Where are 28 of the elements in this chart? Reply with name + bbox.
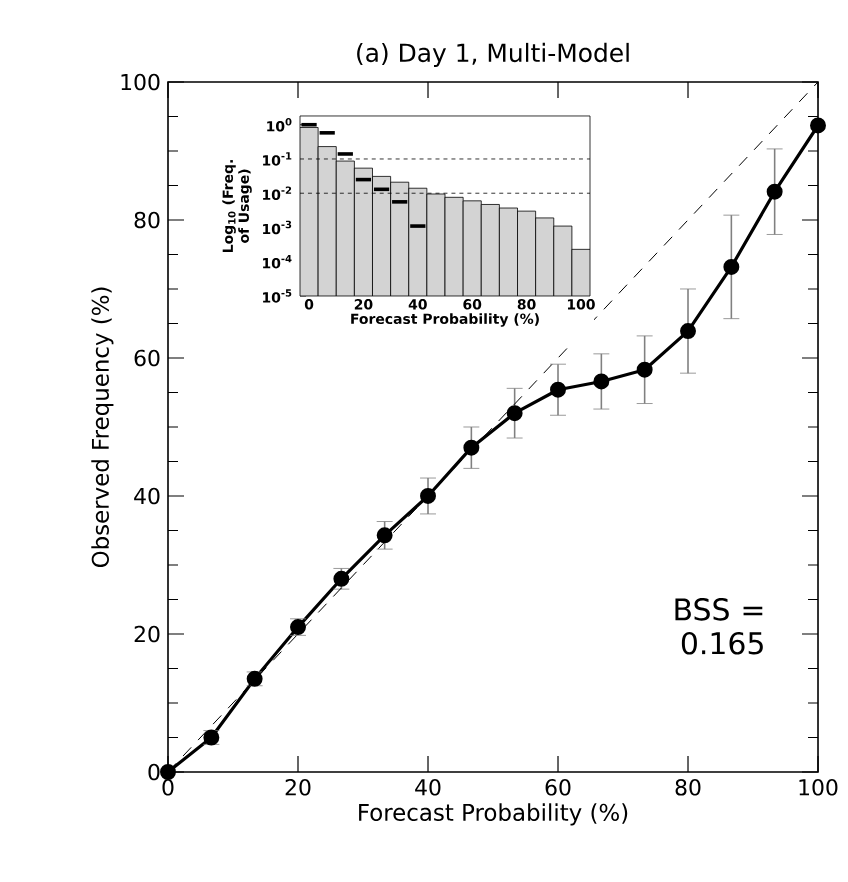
y-tick-label: 0 [148, 763, 160, 781]
y-tick-label: 100 [121, 73, 160, 91]
y-tick-label: 40 [134, 487, 160, 505]
point [766, 183, 783, 200]
x-tick-label: 0 [162, 779, 174, 796]
point [376, 527, 393, 544]
x-axis-title: Forecast Probability (%) [359, 803, 628, 826]
point [636, 361, 653, 378]
y-tick-label: 80 [134, 211, 160, 229]
annotation: BSS = 0.165 [675, 598, 763, 655]
x-tick-label: 60 [545, 779, 571, 796]
point [550, 381, 566, 398]
x-tick-label: 20 [285, 779, 311, 796]
y-tick-label: 20 [134, 625, 160, 643]
point [463, 439, 480, 456]
point [723, 258, 740, 275]
x-tick-label: 80 [675, 779, 701, 796]
y-axis-title: Observed Frequency (%) [91, 287, 114, 568]
chart-title: (a) Day 1, Multi-Model [357, 42, 629, 67]
x-tick-label: 100 [799, 779, 838, 796]
point [506, 405, 523, 422]
x-tick-label: 40 [415, 779, 441, 796]
point [160, 764, 176, 780]
y-tick-label: 60 [134, 349, 160, 367]
point [420, 488, 436, 504]
point [810, 117, 826, 134]
point [593, 373, 610, 390]
point [680, 323, 696, 340]
